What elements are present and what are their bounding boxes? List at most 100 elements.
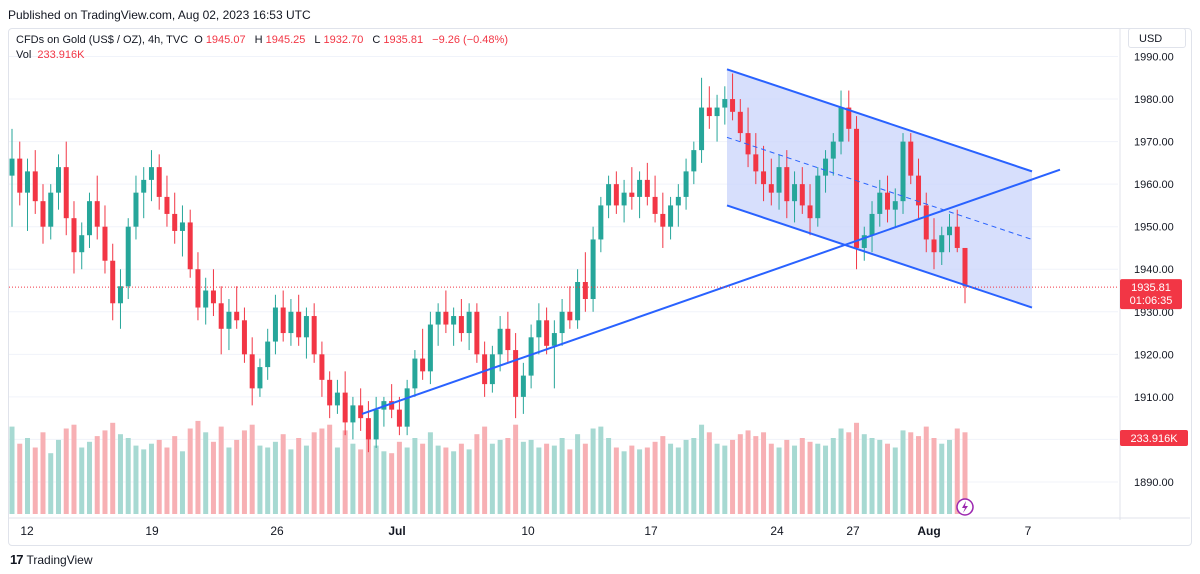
- trend-lines: [361, 68, 1061, 415]
- candle-body: [892, 201, 898, 210]
- volume-bar: [846, 432, 852, 514]
- volume-bar: [48, 453, 54, 514]
- candle-body: [962, 247, 968, 287]
- volume-bar: [823, 445, 829, 514]
- candle-body: [435, 311, 441, 325]
- candle-body: [420, 358, 426, 372]
- volume-bar: [761, 432, 767, 514]
- volume-bar: [466, 449, 472, 514]
- candle-body: [327, 379, 333, 406]
- candle-body: [947, 226, 953, 236]
- volume-bar: [9, 426, 15, 514]
- volume-bar: [877, 439, 883, 514]
- price-axis: 1990.00 1980.00 1970.00 1960.00 1950.00 1940.…: [1119, 28, 1174, 520]
- candle-body: [714, 107, 720, 117]
- footer-brand: TradingView: [26, 552, 93, 567]
- candle-body: [846, 107, 852, 129]
- candle-body: [606, 184, 612, 206]
- candle-body: [954, 226, 960, 248]
- volume-bar: [117, 434, 123, 514]
- chart-frame: [8, 28, 1192, 546]
- volume-bar: [148, 443, 154, 514]
- candle-body: [823, 158, 829, 176]
- legend-close: C 1935.81: [372, 34, 426, 46]
- volume-bar: [412, 438, 418, 514]
- volume-bar: [722, 445, 728, 514]
- volume-bar: [730, 439, 736, 514]
- volume-bar: [629, 445, 635, 514]
- volume-bar: [350, 443, 356, 514]
- volume-bar: [815, 443, 821, 514]
- volume-bar: [644, 447, 650, 514]
- volume-bar: [79, 447, 85, 514]
- candle-body: [373, 409, 379, 440]
- candle-body: [311, 316, 317, 355]
- candle-body: [241, 320, 247, 355]
- candle-body: [32, 171, 38, 202]
- volume-bar: [296, 438, 302, 514]
- volume-bar: [497, 439, 503, 514]
- candle-body: [753, 154, 759, 172]
- candle-body: [520, 375, 526, 397]
- candle-body: [334, 392, 340, 406]
- countdown-label: 01:06:35: [1130, 295, 1173, 307]
- candle-body: [9, 158, 15, 176]
- volume-bar: [691, 438, 697, 514]
- time-tick-label: 7: [1025, 524, 1032, 538]
- volume-bar: [365, 428, 371, 514]
- time-axis: 12 19 26 Jul 10 17 24 27 Aug 7: [9, 517, 1190, 538]
- volume-bar: [489, 443, 495, 514]
- legend-close-value: 1935.81: [383, 34, 424, 46]
- footer: 17 TradingView: [10, 552, 93, 567]
- candle-body: [660, 213, 666, 227]
- legend-change: −9.26 (−0.48%): [432, 34, 508, 46]
- candle-body: [110, 260, 116, 304]
- time-tick-label: 26: [270, 524, 284, 538]
- volume-value-box: [1120, 430, 1188, 446]
- currency-button[interactable]: USD: [1128, 28, 1186, 48]
- volume-bar: [745, 430, 751, 514]
- channel-upper-line: [726, 68, 1033, 173]
- volume-bar: [474, 434, 480, 514]
- candle-body: [575, 282, 581, 321]
- chart-legend: CFDs on Gold (US$ / OZ), 4h, TVC O 1945.0…: [16, 33, 511, 63]
- candle-body: [939, 235, 945, 253]
- candle-body: [17, 158, 23, 193]
- time-tick-label: 27: [846, 524, 860, 538]
- candle-body: [303, 316, 309, 338]
- volume-bar: [373, 445, 379, 514]
- volume-bar: [187, 428, 193, 514]
- candle-body: [319, 354, 325, 380]
- candle-body: [474, 311, 480, 355]
- time-tick-label: 10: [521, 524, 535, 538]
- volume-bar: [272, 441, 278, 514]
- volume-bar: [947, 439, 953, 514]
- price-tick-label: 1970.00: [1134, 137, 1174, 149]
- candle-body: [55, 167, 61, 193]
- volume-bar: [234, 439, 240, 514]
- volume-bar: [885, 443, 891, 514]
- candle-body: [451, 316, 457, 325]
- volume-bar: [458, 443, 464, 514]
- volume-bar: [195, 420, 201, 514]
- volume-bar: [861, 434, 867, 514]
- volume-bar: [102, 430, 108, 514]
- time-tick-label: 19: [145, 524, 159, 538]
- legend-line-volume: Vol 233.916K: [16, 48, 511, 63]
- candle-body: [482, 354, 488, 385]
- legend-close-label: C: [372, 34, 381, 46]
- volume-bar: [55, 439, 61, 514]
- candle-body: [226, 311, 232, 329]
- price-tick-label: 1990.00: [1134, 52, 1174, 64]
- legend-low-value: 1932.70: [323, 34, 364, 46]
- candle-body: [218, 303, 224, 329]
- candle-body: [164, 196, 170, 214]
- candle-body: [683, 171, 689, 197]
- volume-bar: [768, 443, 774, 514]
- candle-body: [745, 133, 751, 155]
- candle-body: [86, 201, 92, 236]
- volume-bar: [396, 441, 402, 514]
- candle-body: [613, 184, 619, 206]
